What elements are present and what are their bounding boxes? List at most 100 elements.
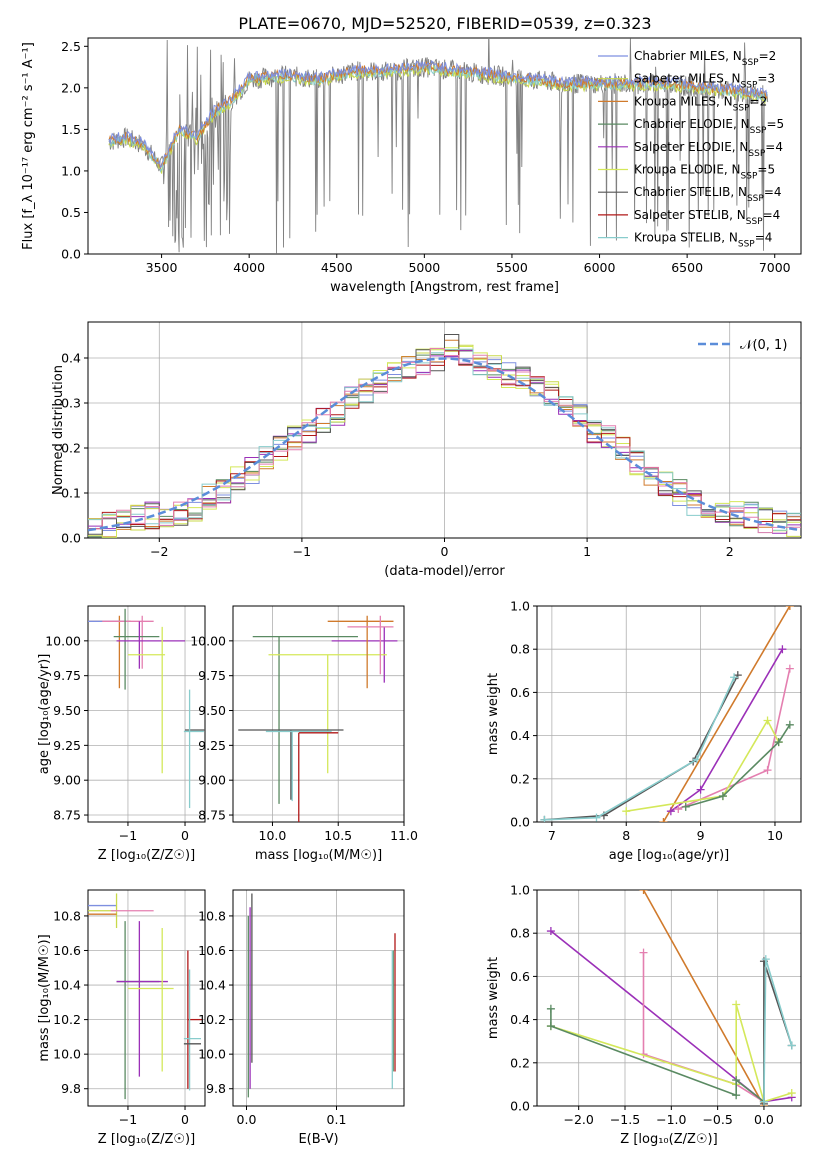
- normal-curve: [88, 357, 801, 532]
- axes-frame: [87, 37, 802, 255]
- panel-weight_vs_z: −2.0 −1.5 −1.0 −0.5 0.0 0.0 0.2 0.4 0.6 0.8 1.0 Z […: [486, 883, 802, 1147]
- tick-label: 8.75: [198, 808, 226, 823]
- y-axis-label: mass weight: [486, 673, 501, 755]
- tick-label: 10.2: [198, 1012, 226, 1027]
- point-marker: [681, 802, 690, 811]
- tick-label: 10.2: [53, 1012, 81, 1027]
- point-marker: [546, 1004, 555, 1013]
- tick-label: 0.8: [510, 642, 530, 657]
- y-axis-label: Flux [f_λ 10⁻¹⁷ erg cm⁻² s⁻¹ A⁻¹]: [21, 42, 36, 250]
- tick-label: 10.8: [53, 908, 81, 923]
- model-spectrum-line: [108, 61, 768, 170]
- tick-label: 10.0: [53, 1047, 81, 1062]
- legend-entry: Kroupa MILES, NSSP=2: [634, 94, 767, 113]
- tick-label: 3500: [146, 260, 178, 275]
- tick-label: 2.0: [61, 80, 81, 95]
- tick-label: 9.25: [198, 738, 226, 753]
- tick-label: 0.6: [510, 685, 530, 700]
- plot-area: [247, 893, 396, 1098]
- point-marker: [732, 1091, 741, 1100]
- tick-label: 9.8: [61, 1081, 81, 1096]
- panel-spectrum: 3500 4000 4500 5000 5500 6000 6500 7000 0.0 0.5 1.…: [21, 37, 802, 295]
- point-marker: [639, 890, 648, 894]
- point-marker: [787, 1041, 796, 1050]
- x-axis-label: Z [log₁₀(Z/Z☉)]: [620, 1132, 717, 1147]
- x-axis-label: E(B-V): [298, 1132, 338, 1147]
- model-spectrum-line: [108, 60, 768, 169]
- tick-label: 0.0: [510, 815, 530, 830]
- tick-label: −2.0: [564, 1112, 594, 1127]
- tick-label: 0.2: [510, 771, 530, 786]
- plot-area: [546, 890, 796, 1106]
- panel-mass_vs_ebv: 0.0 0.1 9.8 10.0 10.2 10.4 10.6 10.8 E(B-V): [198, 889, 405, 1147]
- weight-line: [642, 890, 765, 1106]
- point-marker: [785, 664, 794, 673]
- tick-label: −0.5: [702, 1112, 732, 1127]
- tick-label: 0.0: [61, 531, 81, 546]
- tick-label: 0.1: [61, 486, 81, 501]
- tick-label: 5000: [408, 260, 440, 275]
- tick-label: −1.0: [656, 1112, 686, 1127]
- y-axis-label: age [log₁₀(age/yr)]: [37, 654, 52, 775]
- tick-label: −2: [150, 544, 168, 559]
- point-marker: [763, 716, 772, 725]
- tick-label: 10.4: [198, 978, 226, 993]
- point-marker: [785, 720, 794, 729]
- panel-age_vs_z: −1 0 8.75 9.00 9.25 9.50 9.75 10.00 Z [log₁₀(Z/Z…: [37, 605, 206, 863]
- x-axis-label: wavelength [Angstrom, rest frame]: [330, 280, 559, 295]
- point-marker: [666, 807, 675, 816]
- tick-label: 2: [726, 544, 734, 559]
- y-axis-label: Normed distribution: [51, 365, 66, 495]
- tick-label: 0.3: [61, 396, 81, 411]
- tick-label: 1.0: [510, 599, 530, 614]
- point-marker: [730, 673, 739, 682]
- tick-label: 9.00: [53, 773, 81, 788]
- tick-label: 8.75: [53, 808, 81, 823]
- tick-label: 1.0: [510, 883, 530, 898]
- tick-label: 9.75: [53, 668, 81, 683]
- axes-frame: [232, 605, 405, 823]
- point-marker: [659, 818, 668, 822]
- tick-label: 0.0: [754, 1112, 774, 1127]
- tick-label: 7000: [759, 260, 791, 275]
- weight-line: [763, 958, 793, 1102]
- y-axis-label: mass weight: [486, 957, 501, 1039]
- tick-label: 10.00: [190, 633, 226, 648]
- axes-frame: [87, 321, 802, 539]
- tick-label: −1.5: [610, 1112, 640, 1127]
- tick-label: 9.25: [53, 738, 81, 753]
- point-marker: [759, 1097, 768, 1106]
- tick-label: 2.5: [61, 39, 81, 54]
- point-marker: [546, 1022, 555, 1031]
- legend-entry: Chabrier STELIB, NSSP=4: [634, 185, 782, 204]
- weight-line: [544, 676, 735, 821]
- tick-label: 10: [767, 828, 783, 843]
- x-axis-label: Z [log₁₀(Z/Z☉)]: [98, 1132, 195, 1147]
- tick-label: 9.50: [198, 703, 226, 718]
- axes-frame: [87, 889, 206, 1107]
- tick-label: 1.0: [61, 163, 81, 178]
- x-axis-label: (data-model)/error: [384, 564, 505, 579]
- tick-label: 0.0: [61, 247, 81, 262]
- tick-label: 0.4: [510, 728, 530, 743]
- plot-area: [88, 608, 205, 809]
- plot-area: [238, 615, 398, 822]
- tick-label: 0: [181, 1112, 189, 1127]
- axes-frame: [536, 889, 802, 1107]
- tick-label: 4000: [233, 260, 265, 275]
- point-marker: [622, 807, 631, 816]
- x-axis-label: mass [log₁₀(M/M☉)]: [255, 848, 382, 863]
- legend-entry: Kroupa ELODIE, NSSP=5: [634, 163, 775, 182]
- point-marker: [540, 815, 549, 822]
- tick-label: 9.75: [198, 668, 226, 683]
- tick-label: 9.00: [198, 773, 226, 788]
- tick-label: 0.0: [237, 1112, 257, 1127]
- legend-entry: Chabrier ELODIE, NSSP=5: [634, 117, 784, 136]
- tick-label: 0.0: [510, 1099, 530, 1114]
- point-marker: [696, 785, 705, 794]
- panel-mass_vs_z: −1 0 9.8 10.0 10.2 10.4 10.6 10.8 Z [log₁₀(Z/Z☉)…: [37, 889, 206, 1147]
- tick-label: 10.6: [198, 943, 226, 958]
- tick-label: 0.8: [510, 926, 530, 941]
- tick-label: 9: [697, 828, 705, 843]
